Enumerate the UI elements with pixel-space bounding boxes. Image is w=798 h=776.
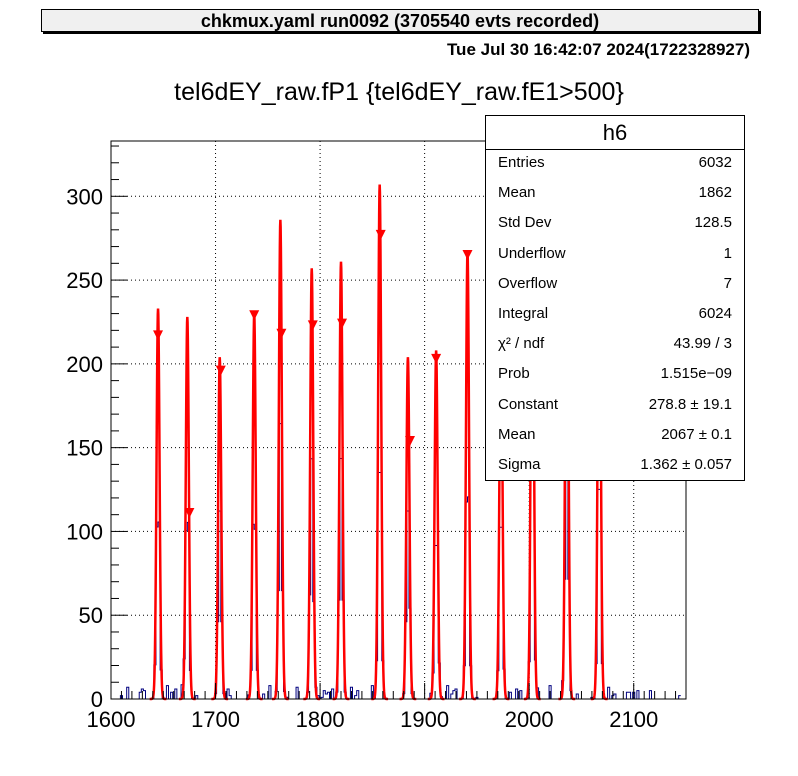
y-tick-label: 100 bbox=[66, 519, 103, 544]
x-tick-label: 1800 bbox=[296, 707, 345, 732]
stats-label: Mean bbox=[498, 425, 536, 443]
stats-label: Entries bbox=[498, 154, 545, 171]
stats-row: Sigma 1.362 ± 0.057 bbox=[498, 456, 732, 486]
peak-marker bbox=[153, 330, 164, 341]
fit-curve bbox=[272, 219, 289, 701]
y-tick-label: 0 bbox=[91, 687, 103, 712]
stats-value: 1.515e−09 bbox=[660, 365, 732, 383]
y-tick-label: 50 bbox=[79, 603, 103, 628]
x-tick-label: 1700 bbox=[191, 707, 240, 732]
peak-marker bbox=[405, 435, 415, 446]
stats-label: Sigma bbox=[498, 456, 541, 473]
plot-title: tel6dEY_raw.fP1 {tel6dEY_raw.fE1>500} bbox=[174, 78, 624, 106]
peak-marker bbox=[184, 508, 195, 518]
stats-row: Integral 6024 bbox=[498, 305, 732, 335]
stats-row: Overflow 7 bbox=[498, 275, 732, 305]
stats-label: Overflow bbox=[498, 274, 558, 292]
stats-row: Underflow 1 bbox=[498, 245, 732, 275]
fit-curve bbox=[211, 357, 229, 701]
stats-row: Prob 1.515e−09 bbox=[498, 365, 732, 395]
axis-layer: 1600 1700 1800 1900 2000 2100 0 50 100 150 200 250 3… bbox=[66, 140, 687, 732]
fit-curve bbox=[459, 251, 476, 701]
peak-marker bbox=[215, 365, 226, 376]
fit-curve bbox=[178, 316, 196, 701]
y-tick-label: 250 bbox=[66, 268, 103, 293]
stats-row: Mean 2067 ± 0.1 bbox=[498, 426, 732, 456]
x-tick-label: 1900 bbox=[400, 707, 449, 732]
stats-label: Prob bbox=[498, 365, 530, 383]
peak-marker bbox=[337, 318, 348, 329]
header-box: chkmux.yaml run0092 (3705540 evts record… bbox=[41, 9, 759, 32]
stats-row: Std Dev 128.5 bbox=[498, 214, 732, 244]
stats-label: Mean bbox=[498, 184, 536, 202]
fit-curve bbox=[371, 184, 389, 701]
stats-label: χ² / ndf bbox=[498, 335, 545, 353]
peak-marker bbox=[431, 353, 442, 364]
stats-label: Integral bbox=[498, 305, 549, 322]
header-title: chkmux.yaml run0092 (3705540 evts record… bbox=[200, 11, 600, 31]
timestamp: Tue Jul 30 16:42:07 2024(1722328927) bbox=[446, 40, 750, 59]
x-tick-label: 2000 bbox=[505, 707, 554, 732]
y-tick-label: 300 bbox=[66, 184, 103, 209]
stats-box: h6 Entries 6032 Mean 1862 Std Dev 128.5 Underf… bbox=[485, 115, 745, 481]
peak-marker bbox=[375, 229, 386, 240]
stats-row: Entries 6032 bbox=[498, 154, 732, 184]
stats-value: 2067 ± 0.1 bbox=[661, 425, 732, 443]
fit-curve bbox=[245, 313, 263, 701]
stats-value: 1.362 ± 0.057 bbox=[640, 456, 732, 473]
stats-value: 278.8 ± 19.1 bbox=[648, 395, 732, 413]
peak-marker bbox=[249, 310, 260, 321]
stats-name: h6 bbox=[486, 116, 744, 150]
stats-row: Mean 1862 bbox=[498, 184, 732, 214]
stats-value: 6024 bbox=[698, 305, 732, 322]
x-tick-label: 1600 bbox=[87, 707, 136, 732]
stats-value: 7 bbox=[723, 274, 732, 292]
peak-marker bbox=[462, 249, 473, 260]
fit-curve bbox=[149, 308, 167, 701]
marker-layer bbox=[153, 229, 473, 518]
peak-marker bbox=[307, 320, 318, 331]
peak-marker bbox=[276, 328, 287, 339]
stats-value: 128.5 bbox=[694, 214, 732, 232]
stats-value: 1 bbox=[723, 244, 732, 262]
y-tick-label: 150 bbox=[66, 436, 103, 461]
stats-label: Constant bbox=[498, 395, 559, 413]
fit-curve bbox=[303, 268, 321, 701]
stats-value: 1862 bbox=[698, 184, 732, 202]
fit-curve bbox=[332, 261, 350, 701]
fit-curve bbox=[427, 350, 445, 701]
stats-row: χ² / ndf 43.99 / 3 bbox=[498, 335, 732, 365]
stats-label: Std Dev bbox=[498, 214, 552, 232]
stats-value: 6032 bbox=[698, 154, 732, 171]
stats-label: Underflow bbox=[498, 244, 566, 262]
fit-curve bbox=[399, 357, 417, 701]
y-tick-label: 200 bbox=[66, 352, 103, 377]
stats-row: Constant 278.8 ± 19.1 bbox=[498, 396, 732, 426]
stats-value: 43.99 / 3 bbox=[673, 335, 732, 353]
x-tick-label: 2100 bbox=[609, 707, 658, 732]
